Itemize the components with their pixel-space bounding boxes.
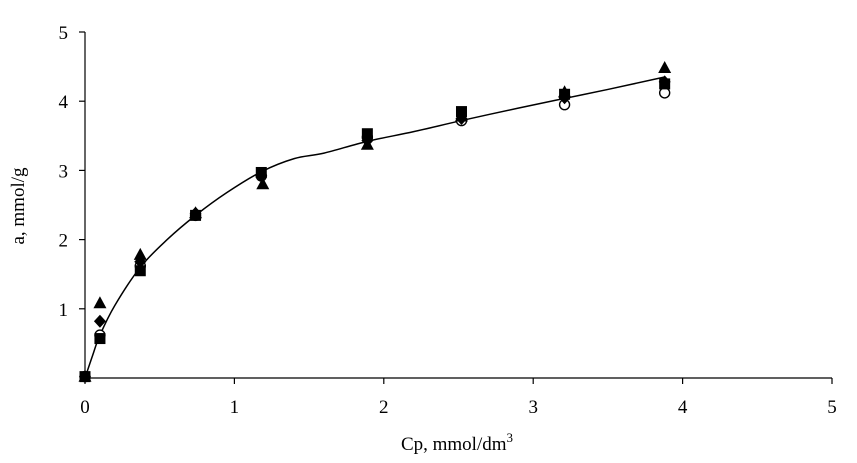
x-tick-label: 1 [230, 397, 240, 418]
y-tick-label: 2 [59, 231, 69, 252]
y-tick-label: 4 [59, 92, 69, 113]
ticks: 0 1 2 3 4 5 1 2 3 4 5 [59, 23, 837, 418]
diamond-marker [93, 314, 106, 328]
triangle-marker [558, 85, 572, 98]
x-tick-label: 4 [678, 397, 688, 418]
y-tick-label: 5 [59, 23, 69, 44]
triangle-marker [93, 296, 107, 309]
x-axis-label: Cp, mmol/dm3 [401, 430, 513, 455]
triangle-marker [133, 247, 147, 260]
triangle-marker [256, 177, 270, 190]
square-marker [94, 333, 106, 345]
square-marker [255, 166, 267, 178]
x-axis-label-main: Cp, mmol/dm [401, 434, 507, 455]
triangle-marker [78, 369, 92, 382]
y-axis-label: a, mmol/g [8, 167, 29, 245]
axes [84, 32, 832, 379]
triangle-marker [360, 137, 374, 150]
x-tick-label: 0 [80, 397, 90, 418]
y-tick-label: 1 [59, 300, 69, 321]
data-points-layer [78, 60, 672, 384]
x-tick-label: 5 [827, 397, 837, 418]
triangle-marker [454, 109, 468, 122]
square-marker [134, 265, 146, 277]
triangle-marker [658, 60, 672, 73]
x-tick-label: 2 [379, 397, 389, 418]
y-tick-label: 3 [59, 161, 69, 182]
x-axis-label-superscript: 3 [507, 430, 514, 445]
diamond-marker [134, 255, 147, 269]
triangle-marker [189, 206, 203, 219]
x-tick-label: 3 [528, 397, 538, 418]
fit-curve [84, 76, 665, 379]
square-marker [659, 78, 671, 90]
fit-curve-layer [84, 76, 665, 379]
square-marker [361, 128, 373, 140]
